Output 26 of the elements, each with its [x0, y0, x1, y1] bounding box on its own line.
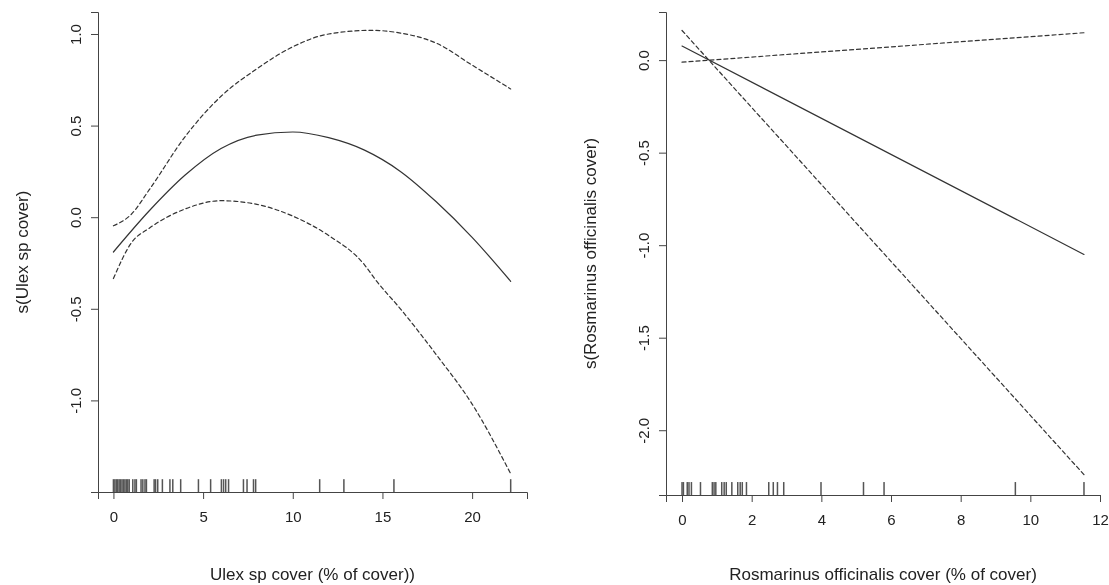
- x-tick-label: 8: [957, 510, 966, 528]
- y-tick-label: 0.0: [635, 50, 653, 72]
- x-tick-label: 20: [464, 507, 481, 525]
- y-axis-title: s(Rosmarinus officinalis cover): [580, 137, 600, 370]
- y-tick-label: 0.0: [67, 207, 85, 229]
- x-tick-label: 0: [109, 507, 119, 525]
- y-tick-label: -0.5: [635, 140, 653, 167]
- y-tick-label: -2.0: [635, 417, 653, 444]
- x-tick-label: 0: [678, 510, 687, 528]
- x-tick-label: 6: [887, 510, 896, 528]
- y-tick-label: -1.0: [67, 387, 85, 414]
- y-tick-label: -1.5: [635, 325, 653, 352]
- x-tick-label: 12: [1092, 510, 1109, 528]
- x-axis-title: Rosmarinus officinalis cover (% of cover): [729, 565, 1037, 584]
- x-axis-title: Ulex sp cover (% of cover)): [210, 565, 415, 584]
- y-tick-label: -1.0: [635, 232, 653, 259]
- x-tick-label: 10: [284, 507, 302, 525]
- y-tick-label: -0.5: [67, 296, 85, 323]
- y-tick-label: 1.0: [67, 24, 85, 45]
- x-tick-label: 4: [817, 510, 827, 528]
- y-tick-label: 0.5: [67, 115, 85, 137]
- x-tick-label: 10: [1022, 510, 1040, 528]
- y-axis-title: s(Ulex sp cover): [12, 190, 32, 314]
- x-tick-label: 2: [748, 510, 757, 528]
- x-tick-label: 5: [199, 507, 208, 525]
- x-tick-label: 15: [374, 507, 392, 525]
